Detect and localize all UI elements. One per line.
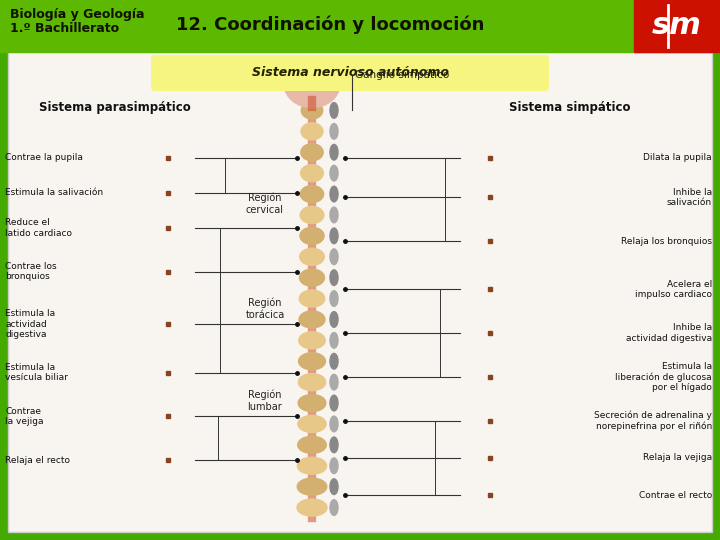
Text: 1.º Bachillerato: 1.º Bachillerato	[10, 22, 119, 35]
Ellipse shape	[299, 353, 325, 370]
Text: Estimula la
vesícula biliar: Estimula la vesícula biliar	[5, 363, 68, 382]
Ellipse shape	[301, 165, 323, 182]
Text: sm: sm	[652, 11, 702, 40]
Bar	[8, 52, 712, 532]
Text: Contrae el recto: Contrae el recto	[639, 491, 712, 500]
Ellipse shape	[330, 124, 338, 139]
Text: Inhibe la
salivación: Inhibe la salivación	[667, 187, 712, 207]
Ellipse shape	[330, 353, 338, 369]
Text: Contrae
la vejiga: Contrae la vejiga	[5, 407, 43, 426]
Text: Relaja los bronquios: Relaja los bronquios	[621, 237, 712, 246]
Ellipse shape	[330, 207, 338, 223]
Text: Acelera el
impulso cardiaco: Acelera el impulso cardiaco	[635, 280, 712, 299]
Ellipse shape	[330, 458, 338, 474]
Text: Región
lumbar: Región lumbar	[248, 390, 282, 412]
Ellipse shape	[330, 165, 338, 181]
Text: Contrae los
bronquios: Contrae los bronquios	[5, 262, 57, 281]
Ellipse shape	[330, 374, 338, 390]
Ellipse shape	[330, 416, 338, 432]
Ellipse shape	[297, 478, 327, 495]
Ellipse shape	[300, 248, 324, 265]
Ellipse shape	[330, 312, 338, 327]
Ellipse shape	[301, 123, 323, 140]
Ellipse shape	[330, 395, 338, 411]
Ellipse shape	[299, 311, 325, 328]
Text: Ganglio simpático: Ganglio simpático	[355, 70, 449, 80]
Ellipse shape	[330, 437, 338, 453]
Text: Relaja la vejiga: Relaja la vejiga	[643, 454, 712, 462]
Text: Estimula la salivación: Estimula la salivación	[5, 188, 103, 198]
Text: 12. Coordinación y locomoción: 12. Coordinación y locomoción	[176, 15, 484, 33]
Ellipse shape	[301, 144, 323, 161]
Bar	[0, 0, 720, 52]
Ellipse shape	[297, 499, 327, 516]
Ellipse shape	[300, 290, 325, 307]
Ellipse shape	[298, 395, 326, 411]
Ellipse shape	[301, 102, 323, 119]
Ellipse shape	[297, 436, 326, 454]
Text: Región
torácica: Región torácica	[246, 298, 284, 320]
FancyBboxPatch shape	[151, 55, 549, 91]
Ellipse shape	[300, 206, 324, 224]
Ellipse shape	[330, 103, 338, 118]
Ellipse shape	[330, 228, 338, 244]
Ellipse shape	[330, 500, 338, 515]
Text: Región
cervical: Región cervical	[246, 193, 284, 215]
Ellipse shape	[297, 457, 327, 474]
Ellipse shape	[300, 185, 323, 202]
Text: Estimula la
actividad
digestiva: Estimula la actividad digestiva	[5, 309, 55, 339]
Ellipse shape	[330, 144, 338, 160]
Ellipse shape	[330, 479, 338, 495]
Ellipse shape	[300, 269, 325, 286]
Ellipse shape	[300, 227, 324, 245]
Ellipse shape	[330, 291, 338, 306]
Ellipse shape	[298, 374, 325, 391]
Text: Contrae la pupila: Contrae la pupila	[5, 153, 83, 163]
Ellipse shape	[330, 249, 338, 265]
Ellipse shape	[330, 333, 338, 348]
Text: Dilata la pupila: Dilata la pupila	[644, 153, 712, 163]
Text: Estimula la
liberación de glucosa
por el hígado: Estimula la liberación de glucosa por el…	[616, 362, 712, 392]
Text: Sistema simpático: Sistema simpático	[509, 101, 631, 114]
Text: Inhibe la
actividad digestiva: Inhibe la actividad digestiva	[626, 323, 712, 343]
Ellipse shape	[330, 270, 338, 286]
Text: Relaja el recto: Relaja el recto	[5, 456, 70, 464]
Ellipse shape	[299, 332, 325, 349]
Text: Secreción de adrenalina y
norepinefrina por el riñón: Secreción de adrenalina y norepinefrina …	[594, 410, 712, 431]
Bar	[634, 0, 720, 52]
Text: Sistema parasimpático: Sistema parasimpático	[39, 101, 191, 114]
Text: Biología y Geología: Biología y Geología	[10, 8, 145, 21]
Text: Reduce el
latido cardiaco: Reduce el latido cardiaco	[5, 218, 72, 238]
Ellipse shape	[330, 186, 338, 202]
Ellipse shape	[298, 415, 326, 433]
Ellipse shape	[284, 63, 340, 107]
Text: Sistema nervioso autónomo: Sistema nervioso autónomo	[251, 66, 449, 79]
